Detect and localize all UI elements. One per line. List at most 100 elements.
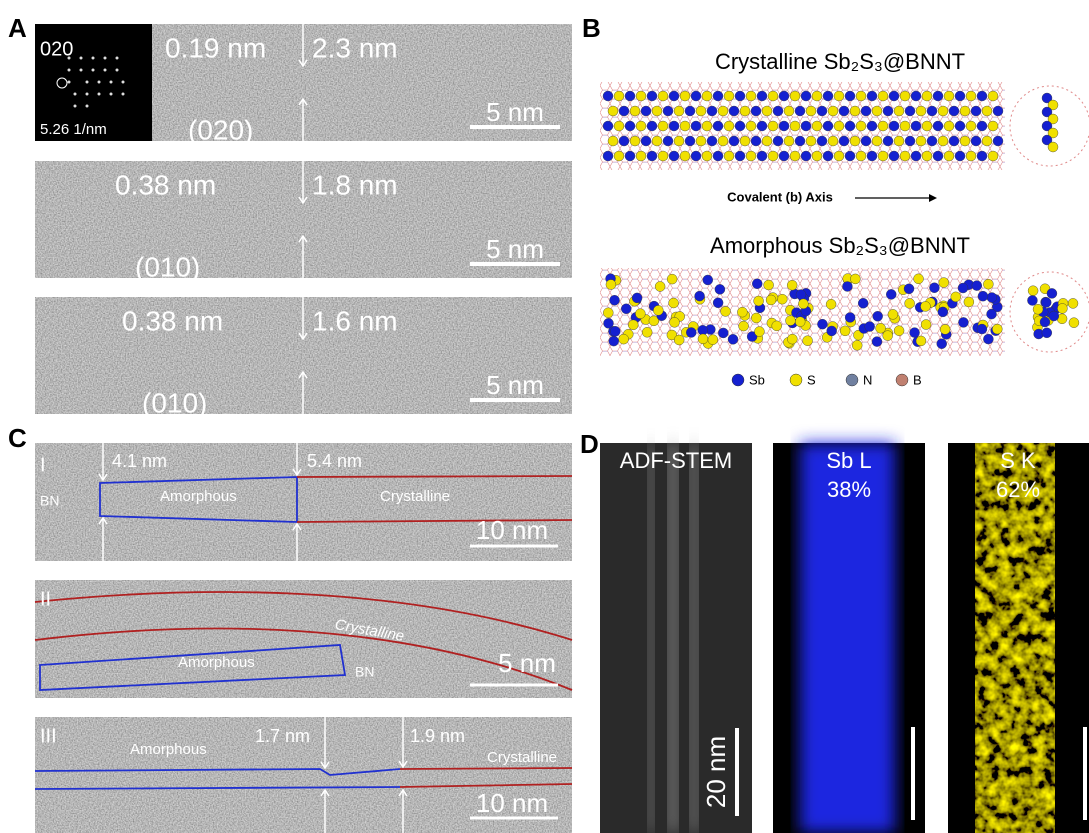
atom [646, 90, 658, 102]
legend-label: Sb [749, 372, 765, 387]
atom [844, 120, 856, 132]
atom [909, 327, 920, 338]
atom [772, 105, 784, 117]
atom [668, 120, 680, 132]
map-label: S K [1000, 448, 1036, 473]
atom [976, 90, 988, 102]
atom [628, 319, 639, 331]
map-percent: 38% [827, 477, 871, 502]
atom [684, 135, 696, 147]
s-signal [975, 443, 1055, 833]
arrow-head [292, 468, 302, 477]
atom [746, 331, 758, 342]
atom [838, 135, 850, 147]
atom [932, 90, 944, 102]
fft-marker [56, 77, 68, 89]
atom [864, 321, 875, 332]
atom [937, 306, 949, 318]
atom [886, 289, 897, 300]
atom [822, 90, 834, 102]
structure-title: Crystalline Sb₂S₃@BNNT [715, 49, 965, 74]
arrow-head [298, 370, 308, 379]
fft-spot [91, 56, 95, 60]
atom [1039, 316, 1051, 328]
atom [646, 150, 658, 162]
atom [728, 135, 740, 147]
atom [785, 315, 796, 326]
atom [943, 120, 955, 132]
atom [653, 305, 664, 316]
atom [805, 135, 817, 147]
atom [965, 90, 977, 102]
atom [695, 135, 707, 147]
diameter: 2.3 nm [312, 32, 398, 63]
atom [866, 120, 878, 132]
atom [903, 283, 915, 295]
atom [712, 120, 724, 132]
atom [794, 105, 806, 117]
atom [888, 150, 900, 162]
atom [753, 295, 764, 307]
arrow-head [98, 473, 108, 482]
atom [963, 296, 975, 308]
arrow-head [398, 760, 408, 769]
atom [737, 306, 748, 318]
atom [805, 105, 817, 117]
atom [778, 90, 790, 102]
atom [646, 120, 658, 132]
atom [624, 150, 636, 162]
micrograph [35, 443, 572, 561]
atom [734, 150, 746, 162]
fft-inset [35, 24, 152, 141]
atom [800, 150, 812, 162]
arrow-head [298, 97, 308, 106]
atom [936, 338, 947, 349]
atom [706, 105, 718, 117]
atom [926, 135, 938, 147]
atom [855, 150, 867, 162]
atom [849, 135, 861, 147]
atom [767, 90, 779, 102]
atom [971, 280, 983, 291]
atom [745, 90, 757, 102]
atom [609, 295, 620, 306]
atom [621, 303, 632, 314]
atom [603, 318, 614, 329]
panel-label: C [8, 423, 27, 453]
tube-wall [648, 443, 654, 833]
amorphous-outline [34, 768, 401, 790]
atom [618, 333, 629, 345]
atom [1041, 297, 1052, 308]
atom [1047, 113, 1059, 125]
atom [893, 325, 905, 336]
atom [673, 334, 685, 346]
atom [849, 105, 861, 117]
legend-swatch [895, 373, 909, 387]
atom [707, 334, 719, 345]
atom [739, 105, 751, 117]
atom [690, 150, 702, 162]
diameter: 1.8 nm [312, 169, 398, 200]
atom [712, 90, 724, 102]
arrow-head [320, 761, 330, 770]
atom [882, 105, 894, 117]
atom [992, 105, 1004, 117]
plane: (010) [142, 387, 207, 418]
atom [695, 105, 707, 117]
diameter: 1.9 nm [410, 726, 465, 746]
atom [640, 105, 652, 117]
sb-signal [800, 443, 895, 833]
atom [822, 150, 834, 162]
arrow-head [98, 516, 108, 525]
atom [608, 335, 619, 347]
fft-spot [115, 68, 119, 72]
lattice-spacing: 0.19 nm [165, 32, 266, 63]
atom [1048, 310, 1060, 322]
scale-bar-label: 5 nm [486, 370, 544, 400]
atom [684, 105, 696, 117]
atom [844, 90, 856, 102]
panel-label: D [580, 429, 599, 459]
fft-spot [85, 104, 89, 108]
atom [1041, 120, 1053, 132]
